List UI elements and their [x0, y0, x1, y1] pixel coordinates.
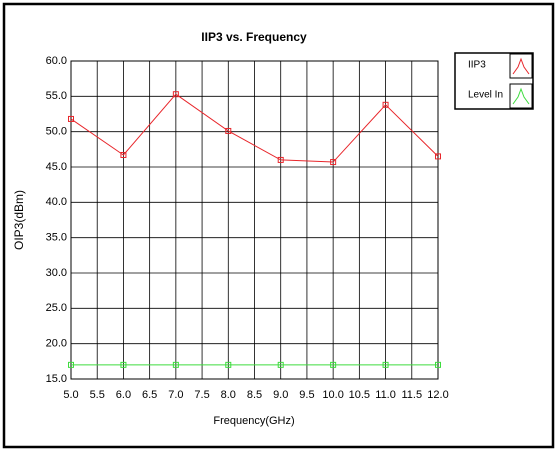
chart-title: IIP3 vs. Frequency	[201, 30, 307, 44]
x-tick-label: 10.5	[349, 389, 370, 401]
x-tick-label: 7.0	[168, 389, 183, 401]
x-axis-label: Frequency(GHz)	[213, 415, 294, 427]
point-marker	[382, 101, 389, 108]
x-tick-label: 8.0	[221, 389, 236, 401]
x-tick-label: 9.5	[299, 389, 314, 401]
series-line	[70, 93, 439, 163]
y-tick-label: 55.0	[46, 90, 67, 102]
y-tick-label: 45.0	[46, 161, 67, 173]
x-tick-label: 7.5	[194, 389, 209, 401]
x-tick-label: 10.0	[322, 389, 343, 401]
y-tick-label: 35.0	[46, 232, 67, 244]
point-marker	[68, 115, 74, 122]
point-marker	[120, 151, 127, 158]
x-tick-label: 11.5	[401, 389, 422, 401]
legend-swatch-box	[509, 53, 533, 79]
y-tick-label: 60.0	[46, 55, 67, 67]
legend-label: Level In	[468, 90, 503, 101]
point-marker	[330, 159, 337, 166]
point-marker	[68, 361, 74, 368]
legend-swatch-box	[509, 83, 533, 109]
point-marker	[277, 361, 284, 368]
y-tick-label: 50.0	[46, 126, 67, 138]
x-tick-label: 6.5	[142, 389, 157, 401]
y-tick-label: 20.0	[46, 338, 67, 350]
x-tick-label: 5.0	[63, 389, 78, 401]
x-tick-label: 11.0	[375, 389, 396, 401]
point-marker	[172, 91, 179, 98]
point-marker	[435, 153, 441, 160]
y-tick-label: 25.0	[46, 302, 67, 314]
point-marker	[120, 361, 127, 368]
x-tick-label: 5.5	[90, 389, 105, 401]
x-tick-label: 12.0	[427, 389, 448, 401]
y-axis-label: OIP3(dBm)	[12, 190, 26, 250]
y-tick-label: 30.0	[46, 267, 67, 279]
point-marker	[225, 361, 232, 368]
point-marker	[330, 361, 337, 368]
legend-swatch	[512, 87, 530, 105]
x-tick-label: 6.0	[116, 389, 131, 401]
x-tick-label: 8.5	[247, 389, 262, 401]
point-marker	[225, 127, 232, 134]
point-marker	[277, 156, 284, 163]
point-marker	[435, 361, 441, 368]
y-tick-label: 15.0	[46, 373, 67, 385]
legend-swatch	[512, 57, 530, 75]
legend-label: IIP3	[468, 60, 486, 71]
point-marker	[382, 361, 389, 368]
x-tick-label: 9.0	[273, 389, 288, 401]
y-tick-label: 40.0	[46, 196, 67, 208]
point-marker	[172, 361, 179, 368]
